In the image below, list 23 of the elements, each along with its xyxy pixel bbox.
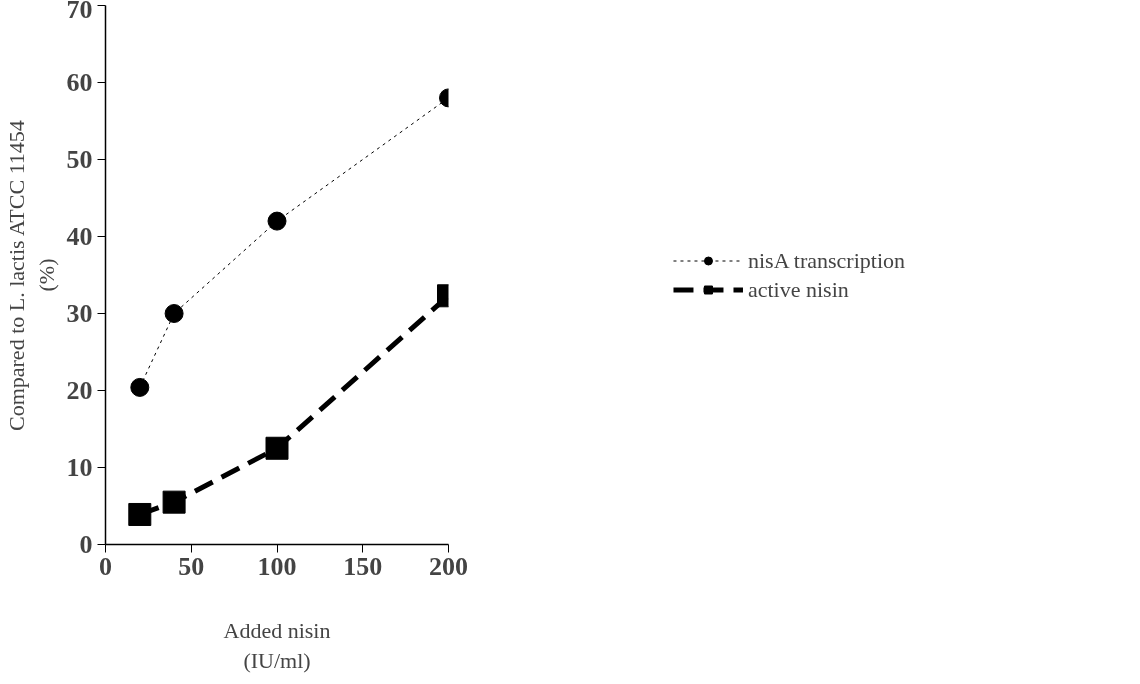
y-tick-label: 10 [66, 453, 93, 482]
point [265, 436, 289, 460]
legend-label: active nisin [747, 276, 849, 302]
x-tick-label: 50 [178, 551, 205, 581]
y-tick-label: 60 [66, 68, 93, 97]
point [267, 211, 287, 231]
y-tick-label: 40 [66, 222, 93, 251]
x-tick-label: 150 [343, 551, 383, 581]
point [164, 304, 184, 323]
y-tick-label: 70 [66, 0, 93, 24]
legend-label: nisA transcription [747, 247, 906, 273]
y-tick-label: 50 [66, 145, 93, 174]
y-tick-label: 30 [66, 299, 93, 328]
x-axis-title: Added nisin (IU/ml) [223, 617, 331, 673]
x-tick-label: 200 [429, 551, 468, 581]
y-tick-label: 0 [79, 530, 93, 559]
x-tick-label: 100 [257, 551, 297, 581]
y-tick-label: 20 [66, 376, 93, 405]
point [162, 490, 186, 514]
y-axis-title: Compared to L. lactis ATCC 11454 (%) [3, 120, 59, 432]
point [130, 377, 150, 397]
point [128, 502, 152, 526]
x-tick-label: 0 [99, 551, 112, 581]
